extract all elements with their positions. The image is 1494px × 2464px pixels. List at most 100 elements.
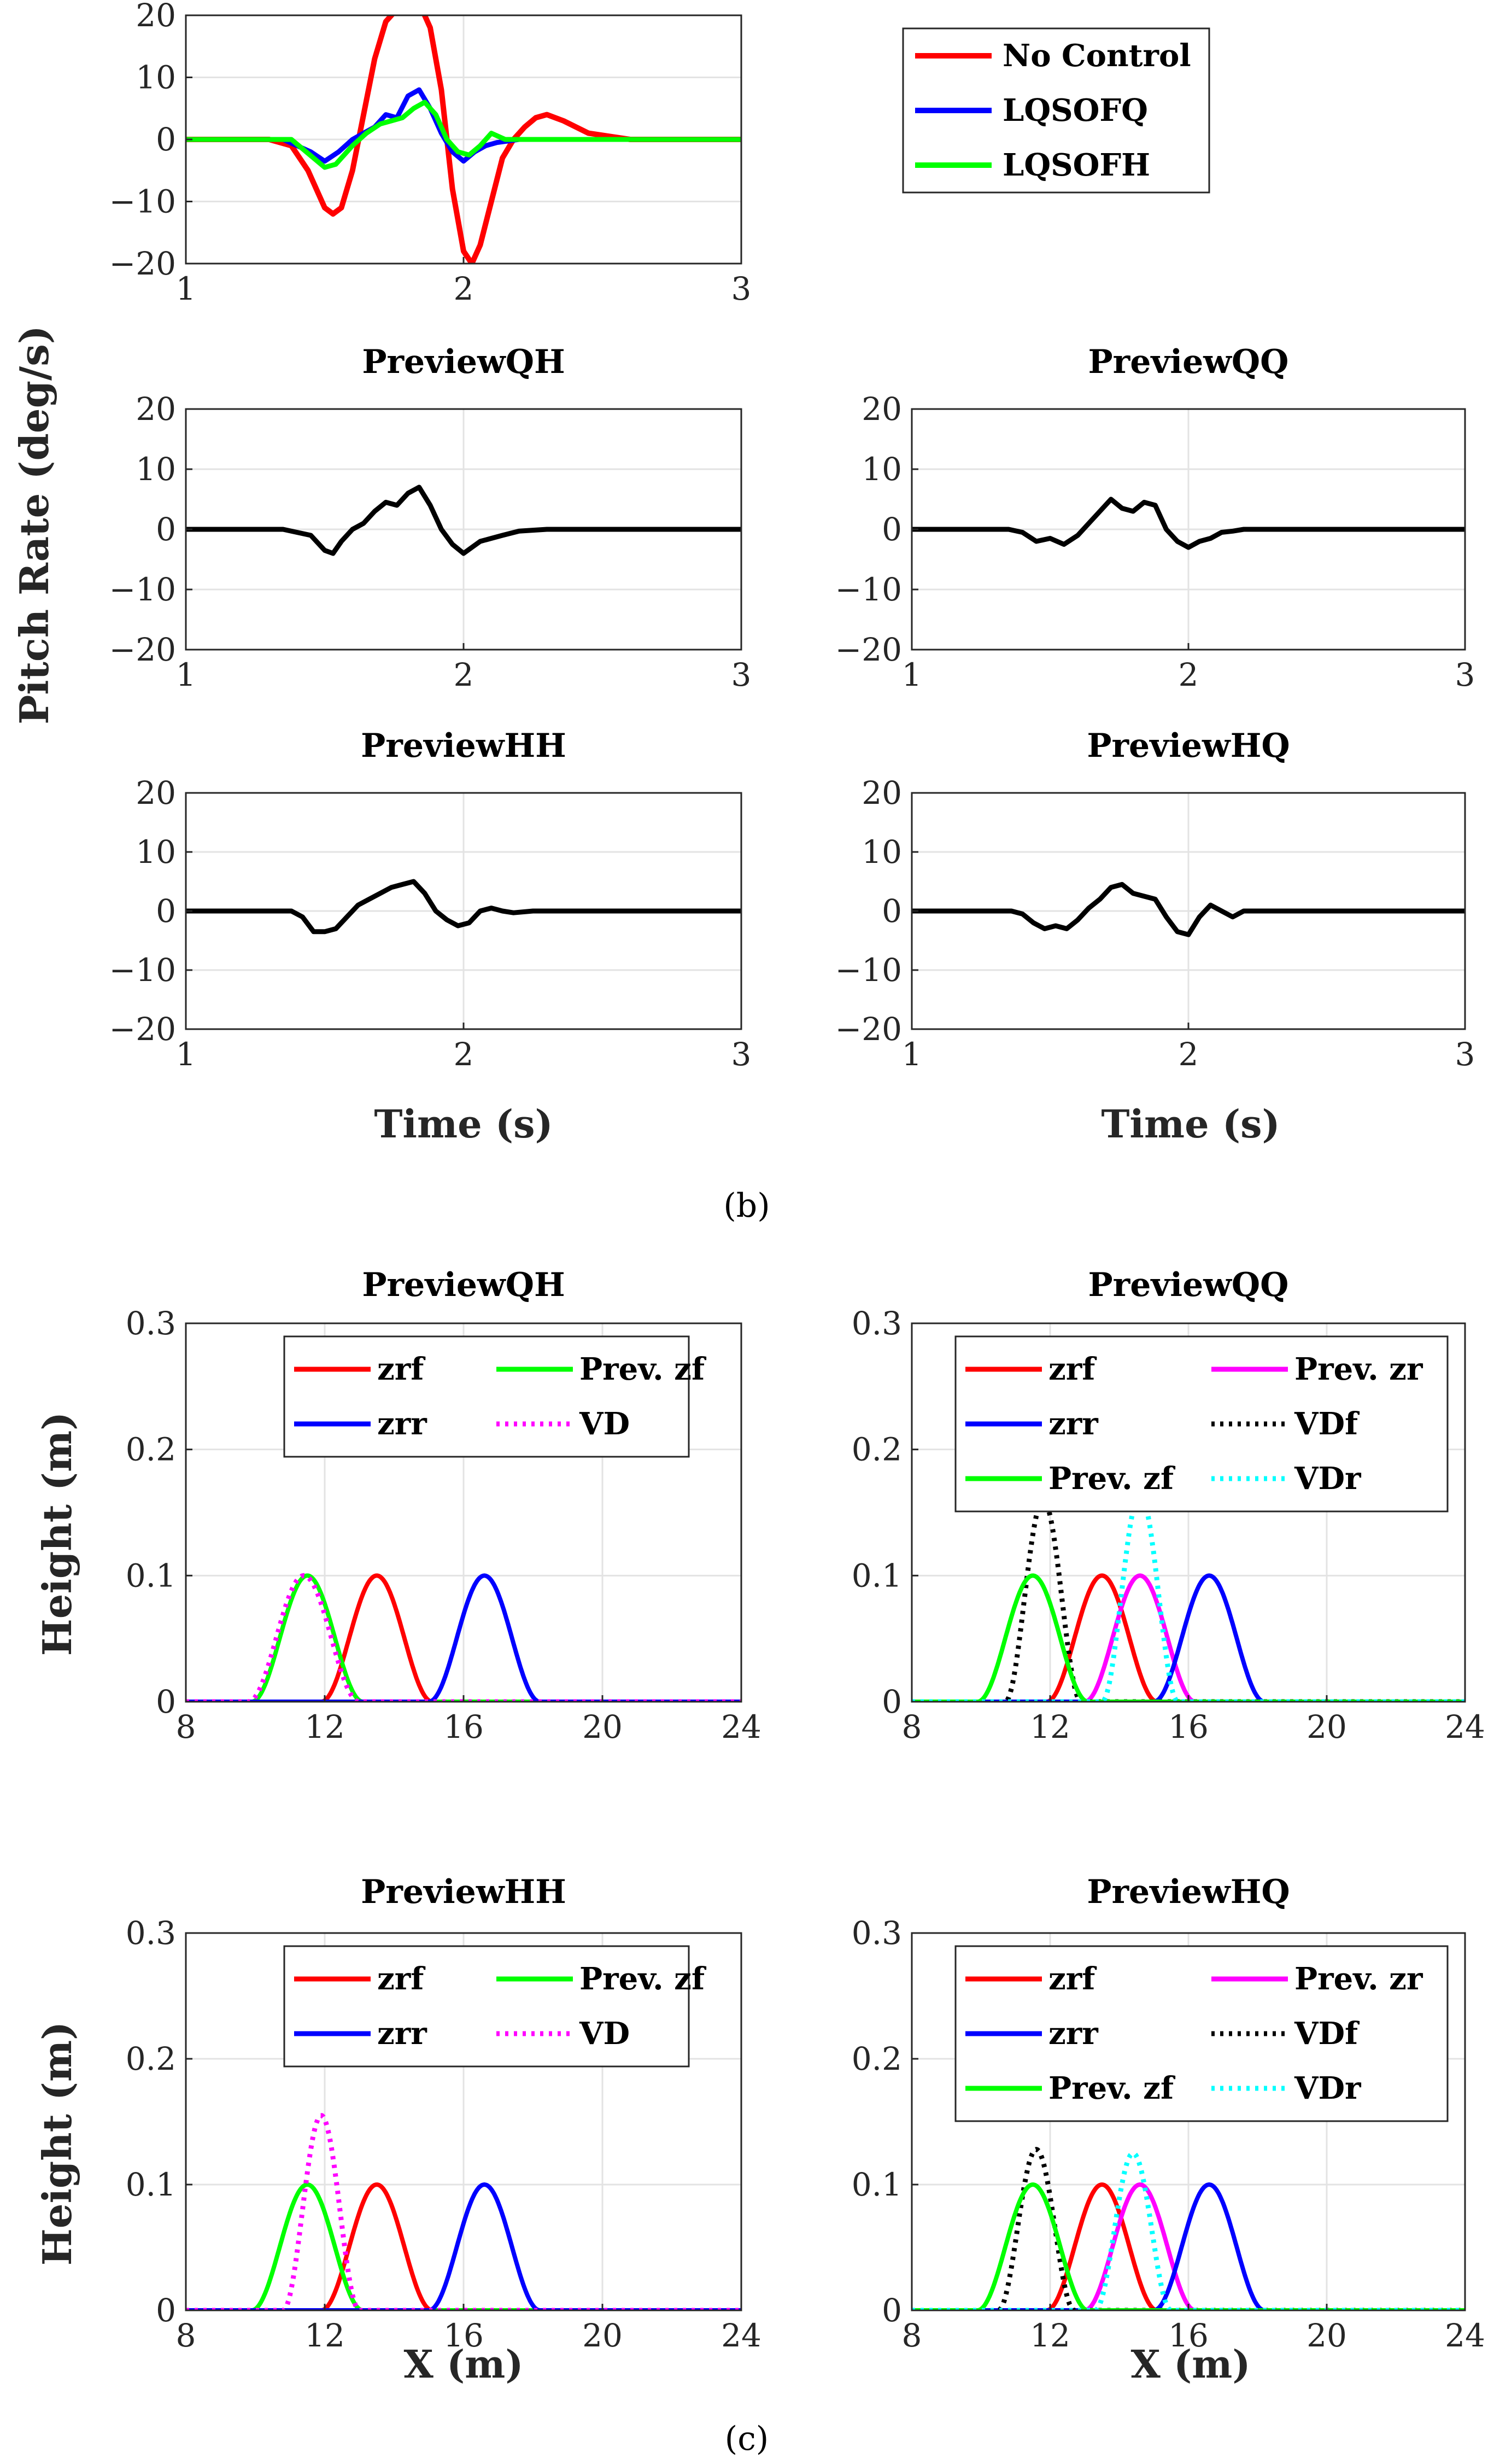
legend-label-prev-zf: Prev. zf xyxy=(1048,2070,1176,2106)
y-tick-label: 0.1 xyxy=(852,2166,902,2203)
series-previewhh xyxy=(186,879,741,935)
x-xlabel-right: X (m) xyxy=(1131,2342,1251,2387)
x-tick-label: 16 xyxy=(443,2317,484,2354)
x-tick-label: 12 xyxy=(304,2317,345,2354)
plot-title: PreviewHQ xyxy=(1087,727,1290,765)
x-tick-label: 12 xyxy=(1030,2317,1070,2354)
plot-title: PreviewQQ xyxy=(1088,343,1289,381)
y-tick-label: −20 xyxy=(109,1011,176,1048)
series-prev-zf xyxy=(912,1573,1465,1702)
x-tick-label: 20 xyxy=(1306,1708,1347,1745)
x-tick-label: 1 xyxy=(176,1036,196,1073)
plot-title: PreviewHH xyxy=(361,1873,566,1911)
pitch-plot-previewqh: 1 2 3 20 10 0 −10 −20 PreviewQH xyxy=(109,343,752,693)
legend-label-vdf: VDf xyxy=(1294,2016,1360,2052)
series-zrr xyxy=(912,2182,1465,2310)
x-tick-label: 3 xyxy=(731,270,752,307)
legend-label-vdr: VDr xyxy=(1294,2070,1362,2106)
x-tick-label: 24 xyxy=(721,1708,761,1745)
x-tick-label: 24 xyxy=(721,2317,761,2354)
series-vd xyxy=(186,1573,741,1702)
plot-title: PreviewQH xyxy=(362,343,565,381)
y-tick-label: 0 xyxy=(156,2292,176,2329)
x-tick-label: 1 xyxy=(902,656,922,693)
x-tick-label: 2 xyxy=(454,656,474,693)
x-tick-label: 1 xyxy=(176,270,196,307)
height-ylabel-top: Height (m) xyxy=(34,1412,80,1656)
series-previewhq xyxy=(912,881,1465,937)
legend-box xyxy=(283,1335,690,1458)
pitch-plot-no-control: 1 2 3 20 10 0 −10 −20 No Control LQSOFQ LQSOFH xyxy=(109,0,1210,307)
y-tick-label: 10 xyxy=(136,59,176,96)
plot-title: PreviewHH xyxy=(361,727,566,765)
height-plot-previewqh: 8 12 16 20 24 0.3 0.2 0.1 0 PreviewQH zrf Prev. zf z… xyxy=(126,1266,761,1745)
series-previewqq xyxy=(912,497,1465,550)
legend-label-zrf: zrf xyxy=(1048,1351,1097,1387)
legend-label-zrr: zrr xyxy=(1048,2016,1099,2052)
y-tick-label: −10 xyxy=(109,951,176,989)
caption-c: (c) xyxy=(725,2420,769,2458)
y-tick-label: 10 xyxy=(862,833,902,871)
y-tick-label: 0.2 xyxy=(852,2040,902,2077)
x-tick-label: 24 xyxy=(1445,1708,1485,1745)
pitch-plot-previewhq: 1 2 3 20 10 0 −10 −20 PreviewHQ xyxy=(835,727,1475,1073)
time-xlabel-right: Time (s) xyxy=(1101,1101,1280,1147)
x-tick-label: 12 xyxy=(1030,1708,1070,1745)
y-tick-label: −10 xyxy=(835,571,902,608)
plot-title: PreviewQQ xyxy=(1088,1266,1289,1304)
y-tick-label: 10 xyxy=(136,833,176,871)
y-tick-label: 10 xyxy=(862,451,902,488)
y-tick-label: 0.1 xyxy=(126,1557,176,1594)
series-zrr xyxy=(186,2182,741,2310)
y-tick-label: 0.2 xyxy=(852,1431,902,1468)
series-prev-zf xyxy=(186,1573,741,1702)
series-prev-zf xyxy=(912,2182,1465,2310)
x-tick-label: 2 xyxy=(1179,1036,1199,1073)
y-tick-label: 0.1 xyxy=(852,1557,902,1594)
x-tick-label: 20 xyxy=(582,2317,623,2354)
legend-label-vdf: VDf xyxy=(1294,1406,1360,1442)
height-plot-previewqq: 8 12 16 20 24 0.3 0.2 0.1 0 PreviewQQ zrf Prev. zr z… xyxy=(852,1266,1485,1745)
legend-label-zrf: zrf xyxy=(377,1961,426,1997)
y-tick-label: −10 xyxy=(109,183,176,220)
y-tick-label: −20 xyxy=(835,1011,902,1048)
y-tick-label: 0.2 xyxy=(126,2040,176,2077)
x-tick-label: 16 xyxy=(443,1708,484,1745)
y-tick-label: −10 xyxy=(109,571,176,608)
y-tick-label: 20 xyxy=(136,0,176,34)
x-tick-label: 1 xyxy=(902,1036,922,1073)
legend-label-vdr: VDr xyxy=(1294,1461,1362,1497)
y-tick-label: 0.3 xyxy=(126,1305,176,1342)
y-tick-label: 0 xyxy=(156,892,176,930)
series-vdf xyxy=(912,2147,1465,2310)
y-tick-label: 0 xyxy=(882,511,902,548)
x-tick-label: 1 xyxy=(176,656,196,693)
x-tick-label: 20 xyxy=(582,1708,623,1745)
x-xlabel-left: X (m) xyxy=(404,2342,524,2387)
height-ylabel-bottom: Height (m) xyxy=(34,2022,80,2266)
x-tick-label: 2 xyxy=(454,270,474,307)
plot-title: PreviewHQ xyxy=(1087,1873,1290,1911)
y-tick-label: 10 xyxy=(136,451,176,488)
legend-label-zrr: zrr xyxy=(1048,1406,1099,1442)
legend-label-prev-zf: Prev. zf xyxy=(1048,1461,1176,1497)
legend-label-zrf: zrf xyxy=(1048,1961,1097,1997)
x-tick-label: 3 xyxy=(731,656,752,693)
x-tick-label: 8 xyxy=(176,1708,196,1745)
plot-title: PreviewQH xyxy=(362,1266,565,1304)
y-tick-label: 0 xyxy=(882,1683,902,1720)
y-tick-label: 0.1 xyxy=(126,2166,176,2203)
legend-label-no-control: No Control xyxy=(1003,38,1191,74)
y-tick-label: 0 xyxy=(156,121,176,158)
y-tick-label: 0 xyxy=(156,511,176,548)
pitch-rate-ylabel: Pitch Rate (deg/s) xyxy=(11,325,57,725)
x-tick-label: 12 xyxy=(304,1708,345,1745)
legend-label-prev-zr: Prev. zr xyxy=(1294,1961,1423,1997)
y-tick-label: 0.2 xyxy=(126,1431,176,1468)
x-tick-label: 3 xyxy=(731,1036,752,1073)
series-zrr xyxy=(912,1573,1465,1702)
series-lqsofq xyxy=(186,87,741,164)
x-tick-label: 24 xyxy=(1445,2317,1485,2354)
y-tick-label: 20 xyxy=(136,774,176,811)
y-tick-label: 20 xyxy=(862,774,902,811)
